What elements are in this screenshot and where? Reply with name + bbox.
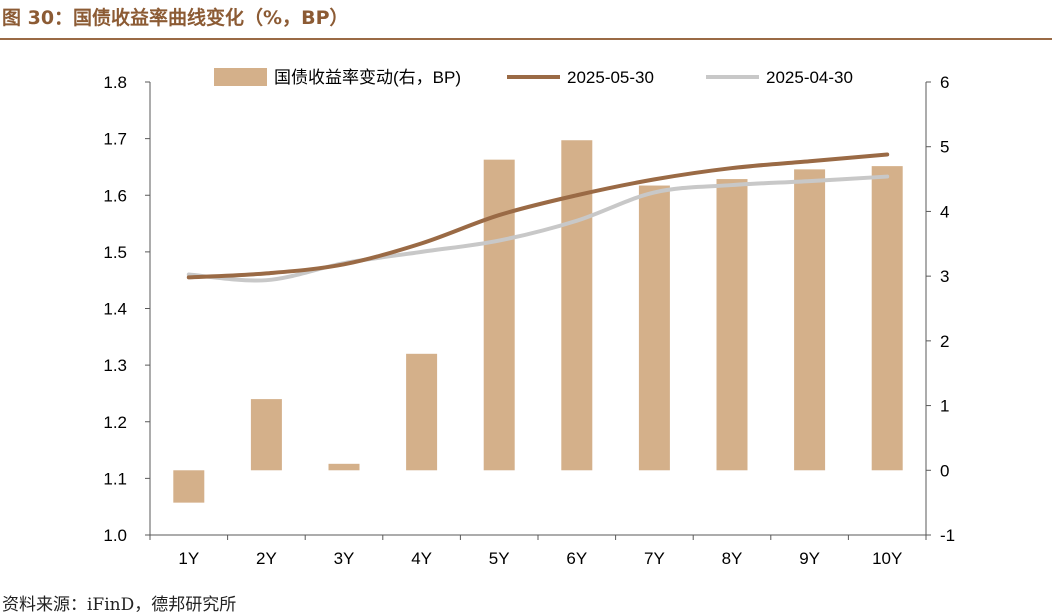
bar-series bbox=[173, 140, 903, 503]
x-tick-label: 8Y bbox=[722, 549, 743, 568]
legend-swatch-bar bbox=[214, 68, 267, 86]
bar-8Y bbox=[716, 179, 748, 471]
x-tick-label: 6Y bbox=[566, 549, 587, 568]
right-tick-label: 6 bbox=[940, 73, 949, 92]
left-tick-label: 1.3 bbox=[103, 356, 127, 375]
x-tick-label: 4Y bbox=[411, 549, 432, 568]
line-series bbox=[186, 152, 890, 283]
chart-legend: 国债收益率变动(右，BP) 2025-05-30 2025-04-30 bbox=[214, 68, 853, 87]
x-tick-label: 10Y bbox=[872, 549, 902, 568]
right-tick-label: 2 bbox=[940, 332, 949, 351]
left-tick-label: 1.8 bbox=[103, 73, 127, 92]
line-2025-04-30 bbox=[186, 174, 890, 283]
bar-10Y bbox=[871, 166, 903, 471]
right-tick-label: 1 bbox=[940, 397, 949, 416]
bar-9Y bbox=[794, 169, 826, 471]
bar-6Y bbox=[561, 140, 593, 471]
left-tick-label: 1.5 bbox=[103, 243, 127, 262]
bar-7Y bbox=[638, 185, 670, 471]
x-tick-label: 1Y bbox=[178, 549, 199, 568]
x-tick-label: 3Y bbox=[334, 549, 355, 568]
legend-label-line-2: 2025-04-30 bbox=[766, 68, 853, 87]
left-tick-label: 1.0 bbox=[103, 526, 127, 545]
bar-4Y bbox=[406, 353, 438, 471]
left-tick-label: 1.2 bbox=[103, 413, 127, 432]
bar-2Y bbox=[250, 399, 282, 471]
legend-label-line-1: 2025-05-30 bbox=[567, 68, 654, 87]
x-tick-label: 9Y bbox=[799, 549, 820, 568]
right-tick-label: -1 bbox=[940, 526, 955, 545]
line-2025-05-30 bbox=[186, 152, 890, 280]
x-tick-label: 7Y bbox=[644, 549, 665, 568]
bar-1Y bbox=[173, 470, 205, 503]
bar-3Y bbox=[328, 463, 360, 471]
figure-title: 图 30：国债收益率曲线变化（%，BP） bbox=[2, 7, 349, 29]
chart-axes: 1.0 1.1 1.2 1.3 1.4 1.5 1.6 1.7 1.8 -1 0 1 2 3 4 5 6 1Y 2Y… bbox=[103, 73, 955, 568]
left-tick-label: 1.6 bbox=[103, 186, 127, 205]
right-tick-label: 3 bbox=[940, 267, 949, 286]
right-tick-label: 0 bbox=[940, 461, 949, 480]
legend-label-bar: 国债收益率变动(右，BP) bbox=[274, 68, 461, 87]
left-tick-label: 1.7 bbox=[103, 130, 127, 149]
left-tick-label: 1.4 bbox=[103, 300, 127, 319]
bar-5Y bbox=[483, 159, 515, 471]
x-tick-label: 2Y bbox=[256, 549, 277, 568]
right-tick-label: 4 bbox=[940, 202, 949, 221]
left-tick-label: 1.1 bbox=[103, 469, 127, 488]
title-divider bbox=[0, 38, 1052, 40]
x-tick-label: 5Y bbox=[489, 549, 510, 568]
right-tick-label: 5 bbox=[940, 138, 949, 157]
source-note: 资料来源：iFinD，德邦研究所 bbox=[2, 595, 237, 615]
